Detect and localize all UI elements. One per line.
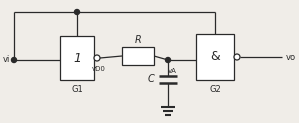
Text: vo: vo — [286, 53, 296, 62]
Text: vD0: vD0 — [92, 66, 106, 72]
Text: G1: G1 — [71, 85, 83, 94]
Circle shape — [94, 55, 100, 61]
Bar — [122, 47, 154, 65]
Bar — [196, 34, 234, 80]
Circle shape — [11, 57, 16, 62]
Text: vA: vA — [167, 68, 176, 74]
Bar — [60, 36, 94, 80]
Text: 1: 1 — [73, 52, 81, 64]
Circle shape — [74, 9, 80, 15]
Text: vi: vi — [3, 55, 10, 64]
Text: G2: G2 — [209, 85, 221, 94]
Text: &: & — [210, 51, 220, 63]
Circle shape — [234, 54, 240, 60]
Text: C: C — [147, 75, 154, 85]
Circle shape — [166, 57, 170, 62]
Text: R: R — [135, 35, 141, 45]
